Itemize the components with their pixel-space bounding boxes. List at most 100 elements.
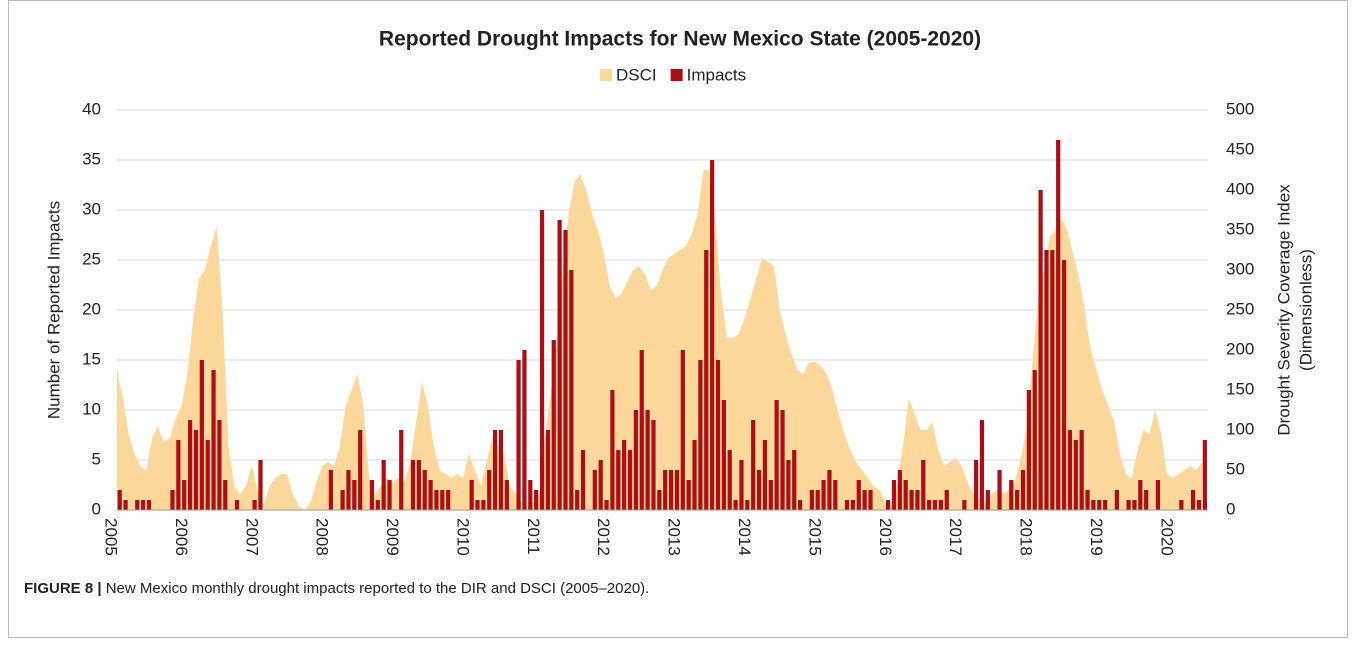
bar — [199, 360, 204, 510]
y2-tick-label: 150 — [1226, 379, 1254, 398]
bar — [962, 500, 967, 510]
x-tick-label: 2005 — [102, 518, 121, 556]
bar — [1032, 370, 1037, 510]
bar — [1179, 500, 1184, 510]
y2-tick-label: 450 — [1226, 139, 1254, 158]
bar — [692, 440, 697, 510]
bar — [1079, 430, 1084, 510]
bar — [516, 360, 521, 510]
y-tick-label: 10 — [82, 399, 101, 418]
y-tick-label: 25 — [82, 249, 101, 268]
bar — [428, 480, 433, 510]
bar — [539, 210, 545, 510]
y2-tick-label: 500 — [1226, 99, 1254, 118]
bar — [117, 490, 122, 510]
bar — [1144, 490, 1149, 510]
bar — [346, 470, 351, 510]
x-tick-label: 2014 — [735, 518, 754, 556]
bar — [504, 480, 509, 510]
bar — [328, 470, 333, 510]
y-tick-label: 15 — [82, 349, 101, 368]
bar — [856, 480, 861, 510]
y-tick-label: 20 — [82, 299, 101, 318]
bar — [715, 360, 721, 510]
bar — [686, 480, 691, 510]
bar — [176, 440, 181, 510]
bar — [622, 440, 627, 510]
bar — [927, 500, 932, 510]
caption-text: New Mexico monthly drought impacts repor… — [105, 580, 650, 597]
bar — [932, 500, 938, 510]
bar — [815, 490, 820, 510]
bar — [375, 500, 380, 510]
bar — [487, 470, 492, 510]
bar — [938, 500, 944, 510]
y-tick-label: 35 — [82, 149, 101, 168]
x-tick-label: 2008 — [313, 518, 332, 556]
bar — [492, 430, 498, 510]
bar — [528, 480, 533, 510]
bar — [868, 490, 873, 510]
x-tick-label: 2017 — [946, 518, 965, 556]
bar — [1056, 140, 1061, 510]
bar — [123, 500, 128, 510]
bar — [557, 220, 562, 510]
x-tick-label: 2016 — [876, 518, 895, 556]
bar — [663, 470, 668, 510]
bar — [668, 470, 674, 510]
bar — [146, 500, 152, 510]
bar — [410, 460, 416, 510]
y2-tick-label: 300 — [1226, 259, 1254, 278]
dsci-area — [117, 170, 1203, 510]
legend-swatch — [670, 69, 683, 81]
bar — [809, 490, 814, 510]
legend-label: DSCI — [616, 65, 657, 84]
x-tick-label: 2006 — [172, 518, 191, 556]
bar — [604, 500, 609, 510]
x-tick-label: 2013 — [665, 518, 684, 556]
y2-tick-label: 50 — [1226, 459, 1245, 478]
bar — [844, 500, 850, 510]
y2-tick-label: 400 — [1226, 179, 1254, 198]
bar — [756, 470, 762, 510]
bar — [1044, 250, 1049, 510]
bar — [762, 440, 768, 510]
bar — [182, 480, 187, 510]
y2-tick-label: 0 — [1226, 499, 1235, 518]
bar — [704, 250, 709, 510]
bar — [1103, 500, 1108, 510]
y2-tick-label: 350 — [1226, 219, 1254, 238]
bar — [369, 480, 375, 510]
y-tick-label: 0 — [92, 499, 101, 518]
bar — [1061, 260, 1067, 510]
y-tick-label: 40 — [82, 99, 101, 118]
bar — [217, 420, 222, 510]
bar — [1067, 430, 1073, 510]
bar — [751, 420, 756, 510]
y2-tick-label: 100 — [1226, 419, 1254, 438]
x-tick-label: 2018 — [1017, 518, 1036, 556]
bar — [645, 410, 650, 510]
caption: FIGURE 8 | New Mexico monthly drought im… — [24, 580, 649, 597]
bar — [223, 480, 228, 510]
bar — [352, 480, 357, 510]
bar — [193, 430, 199, 510]
bar — [657, 490, 662, 510]
bar — [1196, 500, 1202, 510]
bar — [1050, 250, 1055, 510]
bar — [710, 160, 715, 510]
bar — [598, 460, 603, 510]
bar — [627, 450, 633, 510]
bar — [733, 500, 738, 510]
bar — [569, 270, 574, 510]
bar — [973, 460, 979, 510]
x-tick-label: 2010 — [453, 518, 472, 556]
bar — [786, 460, 791, 510]
bar — [985, 490, 990, 510]
bar — [1126, 500, 1131, 510]
y2-tick-label: 250 — [1226, 299, 1254, 318]
bar — [416, 460, 421, 510]
bar — [721, 400, 726, 510]
bar — [187, 420, 193, 510]
bar — [739, 460, 744, 510]
